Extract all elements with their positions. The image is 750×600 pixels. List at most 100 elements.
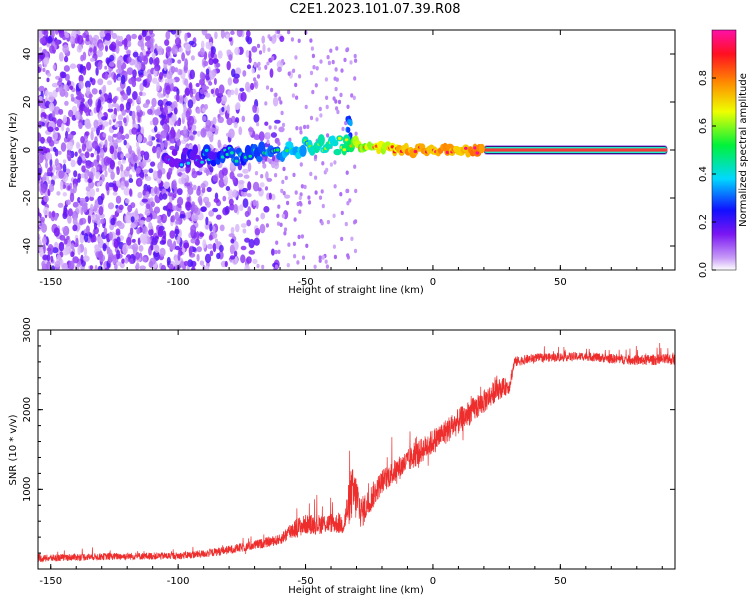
ridge-core — [483, 148, 668, 152]
noise-speckle — [264, 101, 268, 106]
noise-speckle — [132, 69, 137, 78]
noise-speckle — [197, 130, 201, 137]
noise-speckle — [85, 186, 91, 192]
noise-speckle — [184, 87, 191, 96]
noise-speckle — [238, 126, 243, 136]
noise-speckle — [108, 231, 113, 241]
noise-speckle — [346, 201, 350, 206]
noise-speckle — [154, 244, 160, 253]
noise-speckle — [43, 206, 49, 216]
noise-speckle — [183, 125, 187, 135]
spectrogram-y-tick-label: 0 — [22, 147, 33, 153]
noise-speckle — [166, 58, 173, 66]
noise-speckle — [137, 69, 144, 76]
noise-speckle — [129, 188, 133, 197]
noise-speckle — [148, 134, 152, 142]
noise-speckle — [306, 124, 310, 129]
noise-speckle — [62, 159, 67, 164]
noise-speckle — [261, 264, 265, 270]
noise-speckle — [125, 214, 129, 224]
ridge-blob-core — [200, 160, 204, 164]
noise-speckle — [58, 52, 64, 62]
noise-speckle — [207, 131, 213, 138]
noise-speckle — [318, 255, 322, 260]
noise-speckle — [148, 222, 153, 230]
noise-speckle — [62, 227, 68, 236]
noise-speckle — [102, 84, 107, 94]
noise-speckle — [65, 199, 71, 206]
noise-speckle — [224, 205, 230, 215]
noise-speckle — [59, 71, 66, 79]
noise-speckle — [210, 88, 215, 95]
noise-speckle — [221, 106, 225, 112]
noise-speckle — [142, 169, 149, 174]
noise-speckle — [157, 219, 162, 224]
ridge-blob-core — [234, 159, 239, 163]
noise-speckle — [176, 139, 181, 147]
noise-speckle — [187, 99, 194, 109]
noise-speckle — [284, 175, 288, 181]
noise-speckle — [58, 77, 63, 83]
noise-speckle — [178, 95, 184, 104]
noise-speckle — [148, 168, 154, 174]
noise-speckle — [114, 95, 118, 102]
noise-speckle — [98, 250, 103, 260]
noise-speckle — [236, 30, 243, 38]
noise-speckle — [271, 56, 275, 61]
noise-speckle — [209, 223, 213, 232]
noise-speckle — [188, 40, 195, 46]
noise-speckle — [168, 167, 173, 176]
noise-speckle — [63, 65, 70, 72]
noise-speckle — [95, 172, 100, 180]
noise-speckle — [39, 37, 46, 45]
noise-speckle — [269, 36, 273, 42]
noise-speckle — [41, 260, 46, 268]
noise-speckle — [176, 188, 183, 196]
noise-speckle — [79, 197, 86, 203]
noise-speckle — [200, 183, 206, 189]
noise-speckle — [96, 187, 100, 193]
noise-speckle — [252, 258, 258, 264]
noise-speckle — [266, 157, 271, 163]
noise-speckle — [246, 219, 252, 227]
noise-speckle — [96, 49, 103, 58]
noise-speckle — [75, 110, 81, 120]
noise-speckle — [276, 213, 280, 218]
noise-speckle — [221, 167, 228, 176]
noise-speckle — [58, 171, 65, 178]
noise-speckle — [313, 264, 317, 269]
noise-speckle — [320, 189, 324, 194]
noise-speckle — [170, 126, 175, 137]
noise-speckle — [179, 167, 186, 172]
noise-speckle — [325, 95, 329, 101]
noise-speckle — [39, 98, 45, 109]
noise-speckle — [256, 43, 261, 49]
noise-speckle — [59, 180, 64, 191]
ridge-blob-core — [413, 149, 418, 154]
noise-speckle — [105, 57, 111, 65]
noise-speckle — [165, 46, 172, 53]
noise-speckle — [205, 201, 211, 208]
noise-speckle — [212, 232, 218, 239]
noise-speckle — [142, 103, 149, 109]
noise-speckle — [197, 196, 203, 204]
noise-speckle — [186, 211, 192, 219]
noise-speckle — [68, 260, 75, 270]
noise-speckle — [212, 175, 218, 182]
noise-speckle — [72, 183, 77, 194]
snr-x-tick-label: 0 — [430, 576, 436, 587]
noise-speckle — [205, 168, 210, 177]
noise-speckle — [217, 116, 224, 124]
noise-speckle — [256, 74, 261, 79]
colorbar-tick-label: 0.2 — [698, 214, 709, 230]
noise-speckle — [335, 46, 339, 51]
noise-speckle — [240, 254, 246, 264]
noise-speckle — [70, 251, 75, 258]
noise-speckle — [192, 184, 197, 191]
noise-speckle — [292, 241, 296, 246]
noise-speckle — [69, 192, 75, 203]
noise-speckle — [265, 171, 269, 180]
noise-speckle — [98, 42, 104, 51]
noise-speckle — [341, 126, 345, 132]
noise-speckle — [70, 36, 75, 45]
